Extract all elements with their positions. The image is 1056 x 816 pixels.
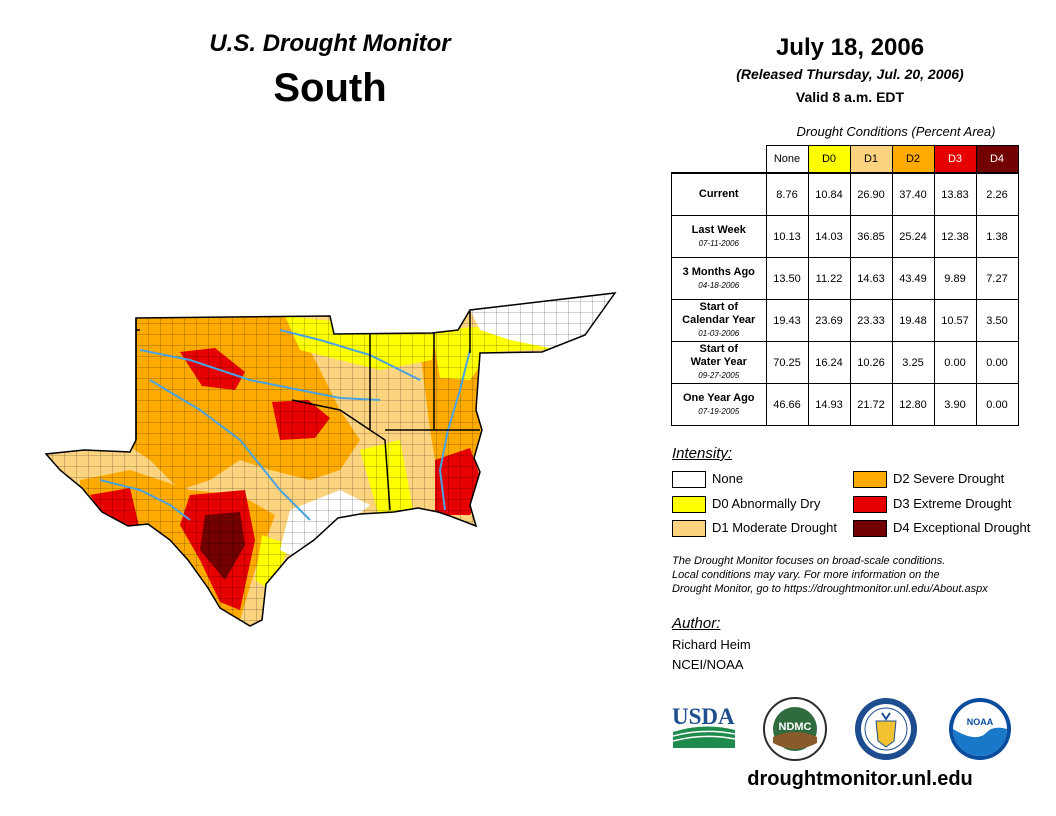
table-cell: 13.50: [765, 257, 809, 300]
river-brazos: [149, 379, 311, 521]
legend-swatch: [672, 496, 706, 514]
table-row: Current 8.76 10.84 26.90 37.40 13.83 2.2…: [671, 172, 1019, 216]
legend-swatch: [672, 471, 706, 489]
table-cell: 1.38: [975, 215, 1019, 258]
table-cell: 9.89: [933, 257, 977, 300]
table-cell: 19.48: [891, 299, 935, 342]
table-cell: 0.00: [975, 383, 1019, 426]
legend-swatch: [853, 496, 887, 514]
usda-logo: USDA: [672, 704, 736, 748]
drought-conditions-table: None D0 D1 D2 D3 D4 Current 8.76 10.84 2…: [671, 145, 1019, 426]
table-cell: 19.43: [765, 299, 809, 342]
table-cell: 10.13: [765, 215, 809, 258]
valid-time: Valid 8 a.m. EDT: [795, 89, 905, 105]
noaa-logo: NOAA: [949, 698, 1011, 760]
drought-map: [45, 292, 616, 627]
table-cell: 0.00: [933, 341, 977, 384]
table-cell: 10.26: [849, 341, 893, 384]
table-caption: Drought Conditions (Percent Area): [796, 124, 996, 139]
table-cell: 14.93: [807, 383, 851, 426]
legend-swatch: [672, 520, 706, 538]
website-url[interactable]: droughtmonitor.unl.edu: [747, 768, 973, 790]
table-cell: 13.83: [933, 172, 977, 216]
table-cell: 14.03: [807, 215, 851, 258]
row-label: Current: [671, 172, 767, 216]
svg-text:USDA: USDA: [672, 704, 735, 729]
author-name: Richard Heim: [672, 637, 751, 652]
legend-item-d3: D3 Extreme Drought: [853, 495, 1012, 514]
table-cell: 10.84: [807, 172, 851, 216]
column-header-d4: D4: [975, 145, 1019, 174]
disclaimer-note: The Drought Monitor focuses on broad-sca…: [672, 555, 988, 595]
row-label: Last Week 07-11-2006: [671, 215, 767, 258]
table-cell: 70.25: [765, 341, 809, 384]
legend-item-d0: D0 Abnormally Dry: [672, 495, 820, 514]
ndmc-logo: NDMC: [763, 697, 827, 761]
table-cell: 21.72: [849, 383, 893, 426]
author-org: NCEI/NOAA: [672, 657, 744, 672]
table-cell: 0.00: [975, 341, 1019, 384]
release-date: (Released Thursday, Jul. 20, 2006): [736, 66, 964, 82]
table-cell: 43.49: [891, 257, 935, 300]
river-pecos: [99, 479, 191, 521]
legend-item-none: None: [672, 470, 743, 489]
table-cell: 36.85: [849, 215, 893, 258]
table-cell: 11.22: [807, 257, 851, 300]
legend-swatch: [853, 471, 887, 489]
table-cell: 12.80: [891, 383, 935, 426]
table-row: One Year Ago 07-19-2005 46.66 14.93 21.72…: [671, 383, 1019, 426]
table-row: Last Week 07-11-2006 10.13 14.03 36.85 25…: [671, 215, 1019, 258]
commerce-seal: [855, 698, 917, 760]
table-cell: 10.57: [933, 299, 977, 342]
svg-text:NOAA: NOAA: [967, 717, 994, 727]
state-borders: [135, 310, 480, 511]
table-row: 3 Months Ago 04-18-2006 13.50 11.22 14.63…: [671, 257, 1019, 300]
table-cell: 7.27: [975, 257, 1019, 300]
map-title: U.S. Drought Monitor: [209, 30, 451, 57]
column-header-none: None: [765, 145, 809, 174]
table-cell: 14.63: [849, 257, 893, 300]
region-title: South: [273, 66, 387, 110]
table-cell: 23.69: [807, 299, 851, 342]
legend-swatch: [853, 520, 887, 538]
table-row: Start of Calendar Year 01-03-2006 19.43 23…: [671, 299, 1019, 342]
date-title: July 18, 2006: [775, 34, 925, 61]
table-row: Start of Water Year 09-27-2005 70.25 16.24…: [671, 341, 1019, 384]
column-header-d3: D3: [933, 145, 977, 174]
legend-item-d4: D4 Exceptional Drought: [853, 519, 1030, 538]
river-red: [139, 349, 381, 401]
table-cell: 12.38: [933, 215, 977, 258]
column-header-d2: D2: [891, 145, 935, 174]
table-cell: 25.24: [891, 215, 935, 258]
table-cell: 26.90: [849, 172, 893, 216]
legend-item-d1: D1 Moderate Drought: [672, 519, 837, 538]
table-cell: 8.76: [765, 172, 809, 216]
table-cell: 3.90: [933, 383, 977, 426]
table-cell: 23.33: [849, 299, 893, 342]
table-cell: 16.24: [807, 341, 851, 384]
table-cell: 3.25: [891, 341, 935, 384]
county-boundaries: [46, 293, 615, 626]
author-label: Author:: [672, 615, 721, 632]
column-header-d0: D0: [807, 145, 851, 174]
row-label: Start of Water Year 09-27-2005: [671, 341, 767, 384]
column-header-d1: D1: [849, 145, 893, 174]
table-cell: 37.40: [891, 172, 935, 216]
row-label: 3 Months Ago 04-18-2006: [671, 257, 767, 300]
table-cell: 46.66: [765, 383, 809, 426]
river-arkansas: [279, 329, 421, 381]
table-cell: 2.26: [975, 172, 1019, 216]
table-cell: 3.50: [975, 299, 1019, 342]
legend-title: Intensity:: [672, 445, 733, 462]
svg-text:NDMC: NDMC: [779, 721, 812, 733]
legend-item-d2: D2 Severe Drought: [853, 470, 1004, 489]
row-label: Start of Calendar Year 01-03-2006: [671, 299, 767, 342]
row-label: One Year Ago 07-19-2005: [671, 383, 767, 426]
